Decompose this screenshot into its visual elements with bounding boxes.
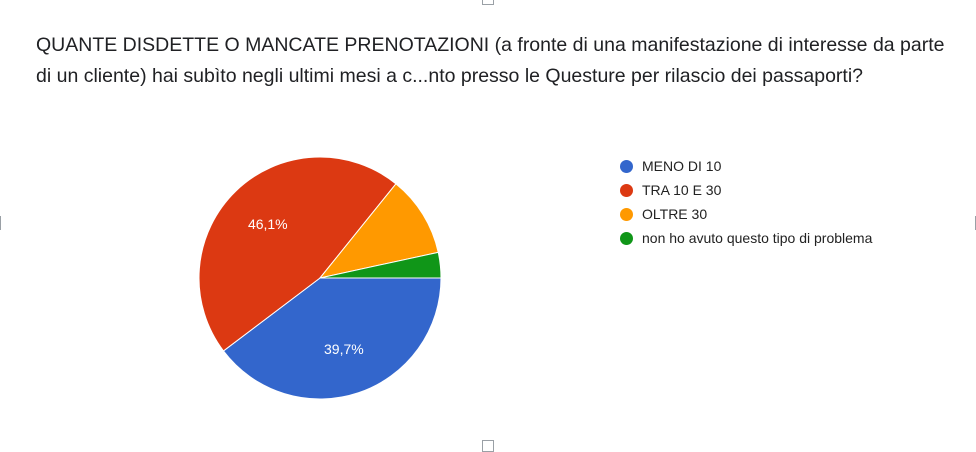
legend-swatch-icon (620, 207, 633, 221)
question-title: QUANTE DISDETTE O MANCATE PRENOTAZIONI (… (36, 34, 945, 87)
pie-slice-label-1: 46,1% (248, 216, 288, 232)
legend-label: TRA 10 E 30 (642, 182, 722, 198)
legend-item[interactable]: TRA 10 E 30 (620, 178, 872, 202)
legend-swatch-icon (620, 159, 633, 173)
legend-item[interactable]: MENO DI 10 (620, 154, 872, 178)
pie-slice-3[interactable] (319, 251, 442, 279)
resize-handle-top[interactable] (482, 0, 494, 5)
legend-label: non ho avuto questo tipo di problema (642, 230, 873, 246)
chart-legend: MENO DI 10 TRA 10 E 30 OLTRE 30 non ho avut… (620, 154, 872, 250)
legend-label: OLTRE 30 (642, 206, 708, 222)
legend-label: MENO DI 10 (642, 158, 722, 174)
pie-slice-0[interactable] (222, 277, 442, 400)
legend-swatch-icon (620, 183, 633, 197)
left-edge-marker (0, 216, 1, 230)
pie-slice-2[interactable] (318, 183, 439, 279)
pie-slice-label-0: 39,7% (324, 341, 364, 357)
pie-slice-1[interactable] (198, 156, 397, 352)
legend-swatch-icon (620, 231, 633, 245)
legend-item[interactable]: non ho avuto questo tipo di problema (620, 226, 872, 250)
legend-item[interactable]: OLTRE 30 (620, 202, 872, 226)
